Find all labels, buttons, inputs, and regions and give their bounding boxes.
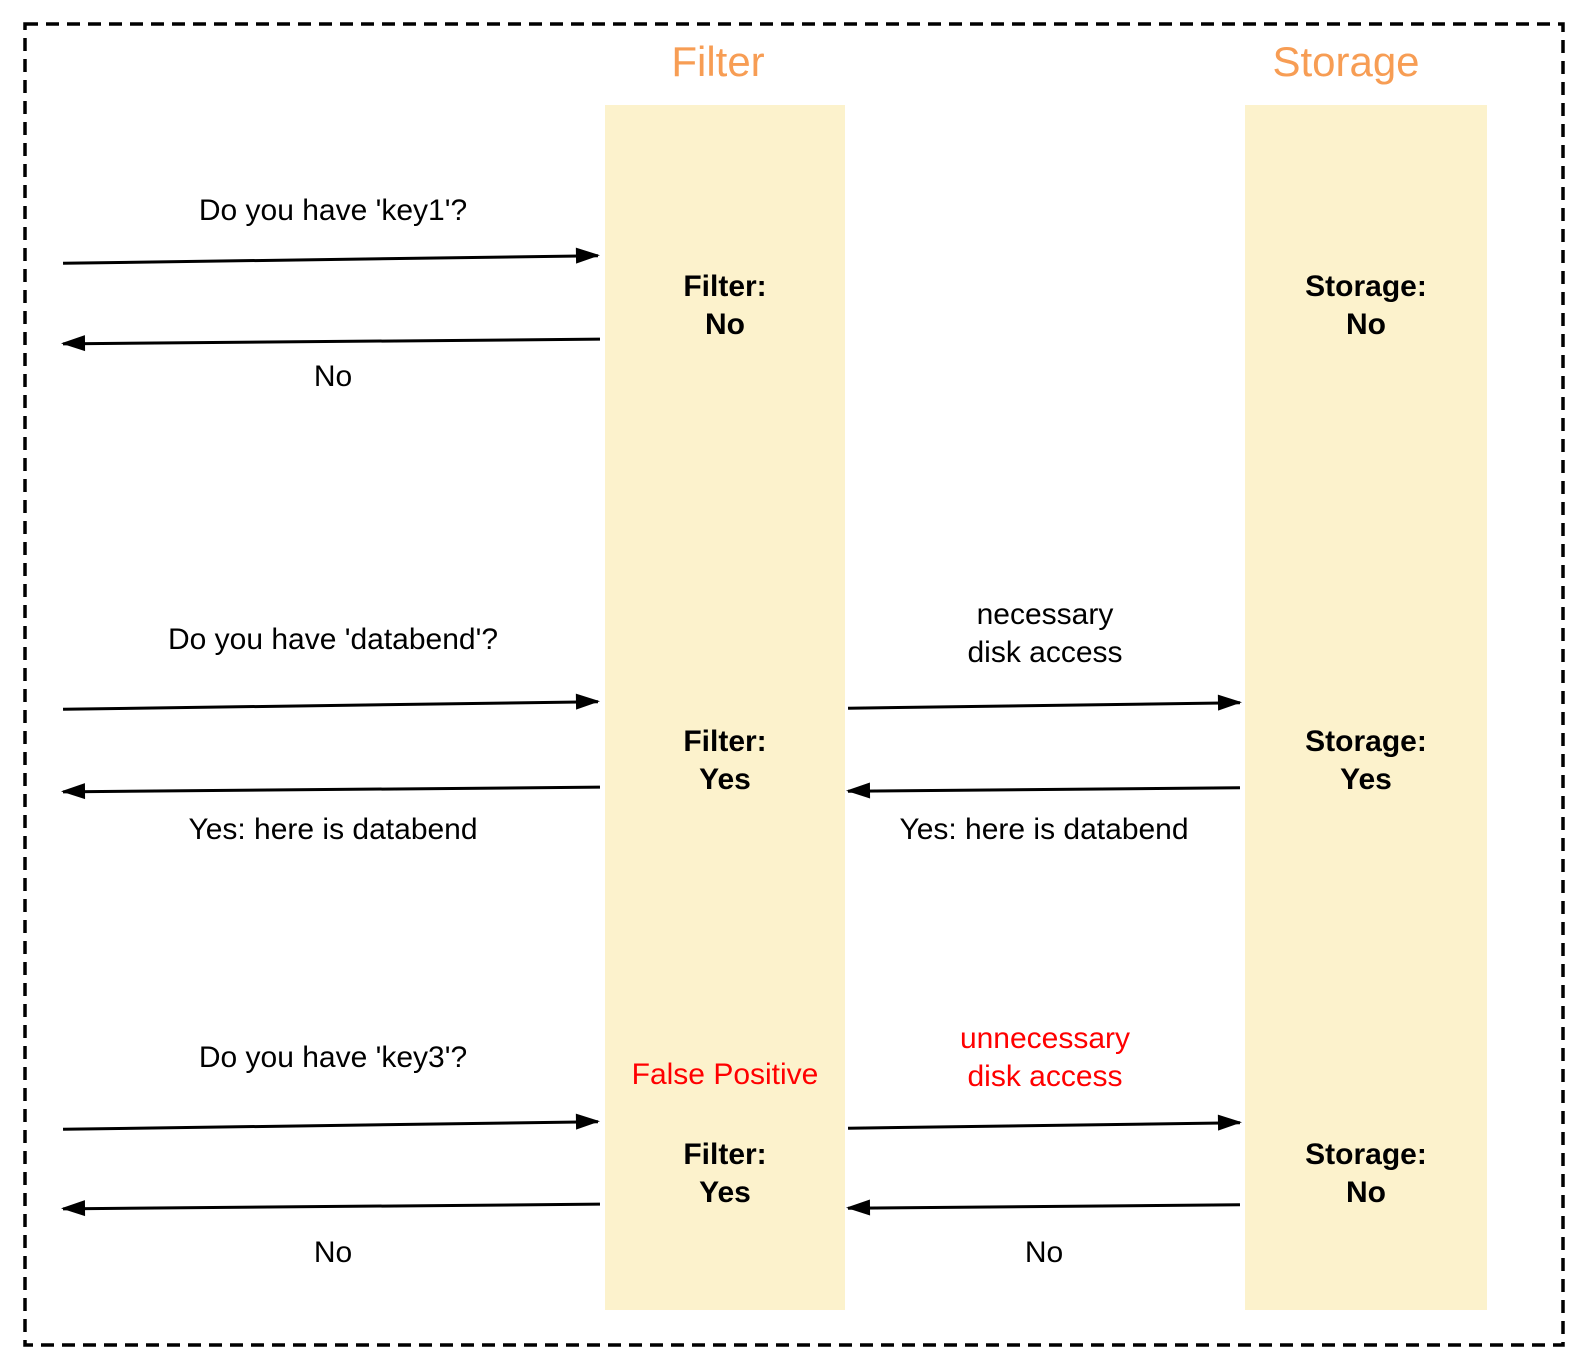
necessary-disk-access-line2: disk access bbox=[967, 636, 1123, 669]
storage-state-3: Storage: No bbox=[1245, 1136, 1487, 1212]
unnecessary-disk-access-line2: disk access bbox=[967, 1060, 1123, 1093]
response-label-3-client: No bbox=[313, 1236, 353, 1269]
response-label-1: No bbox=[313, 360, 353, 393]
storage-state-1: Storage: No bbox=[1245, 268, 1487, 344]
storage-lane-title: Storage bbox=[1272, 38, 1420, 85]
response-label-3-storage: No bbox=[1024, 1236, 1064, 1269]
unnecessary-disk-access-line1: unnecessary bbox=[959, 1022, 1131, 1055]
storage-state-1-line2: No bbox=[1346, 308, 1386, 341]
filter-lane-title: Filter bbox=[671, 38, 765, 85]
response-label-2-storage: Yes: here is databend bbox=[899, 813, 1189, 846]
necessary-disk-access-label: necessary disk access bbox=[850, 596, 1240, 672]
filter-state-2: Filter: Yes bbox=[605, 723, 845, 799]
storage-state-1-line1: Storage: bbox=[1305, 270, 1427, 303]
storage-state-2: Storage: Yes bbox=[1245, 723, 1487, 799]
false-positive-label: False Positive bbox=[631, 1058, 819, 1091]
storage-lifeline bbox=[1245, 105, 1487, 1310]
storage-state-2-line1: Storage: bbox=[1305, 725, 1427, 758]
request-label-key1: Do you have 'key1'? bbox=[198, 194, 468, 227]
filter-state-1-line2: No bbox=[705, 308, 745, 341]
filter-state-1: Filter: No bbox=[605, 268, 845, 344]
filter-lifeline bbox=[605, 105, 845, 1310]
filter-state-3-line2: Yes bbox=[699, 1176, 751, 1209]
storage-state-2-line2: Yes bbox=[1340, 763, 1392, 796]
filter-state-1-line1: Filter: bbox=[683, 270, 767, 303]
storage-state-3-line1: Storage: bbox=[1305, 1138, 1427, 1171]
response-label-2-client: Yes: here is databend bbox=[188, 813, 478, 846]
unnecessary-disk-access-label: unnecessary disk access bbox=[850, 1020, 1240, 1096]
storage-state-3-line2: No bbox=[1346, 1176, 1386, 1209]
filter-state-2-line1: Filter: bbox=[683, 725, 767, 758]
request-label-databend: Do you have 'databend'? bbox=[167, 623, 499, 656]
filter-state-3: Filter: Yes bbox=[605, 1136, 845, 1212]
filter-state-2-line2: Yes bbox=[699, 763, 751, 796]
filter-state-3-line1: Filter: bbox=[683, 1138, 767, 1171]
necessary-disk-access-line1: necessary bbox=[976, 598, 1114, 631]
request-label-key3: Do you have 'key3'? bbox=[198, 1041, 468, 1074]
